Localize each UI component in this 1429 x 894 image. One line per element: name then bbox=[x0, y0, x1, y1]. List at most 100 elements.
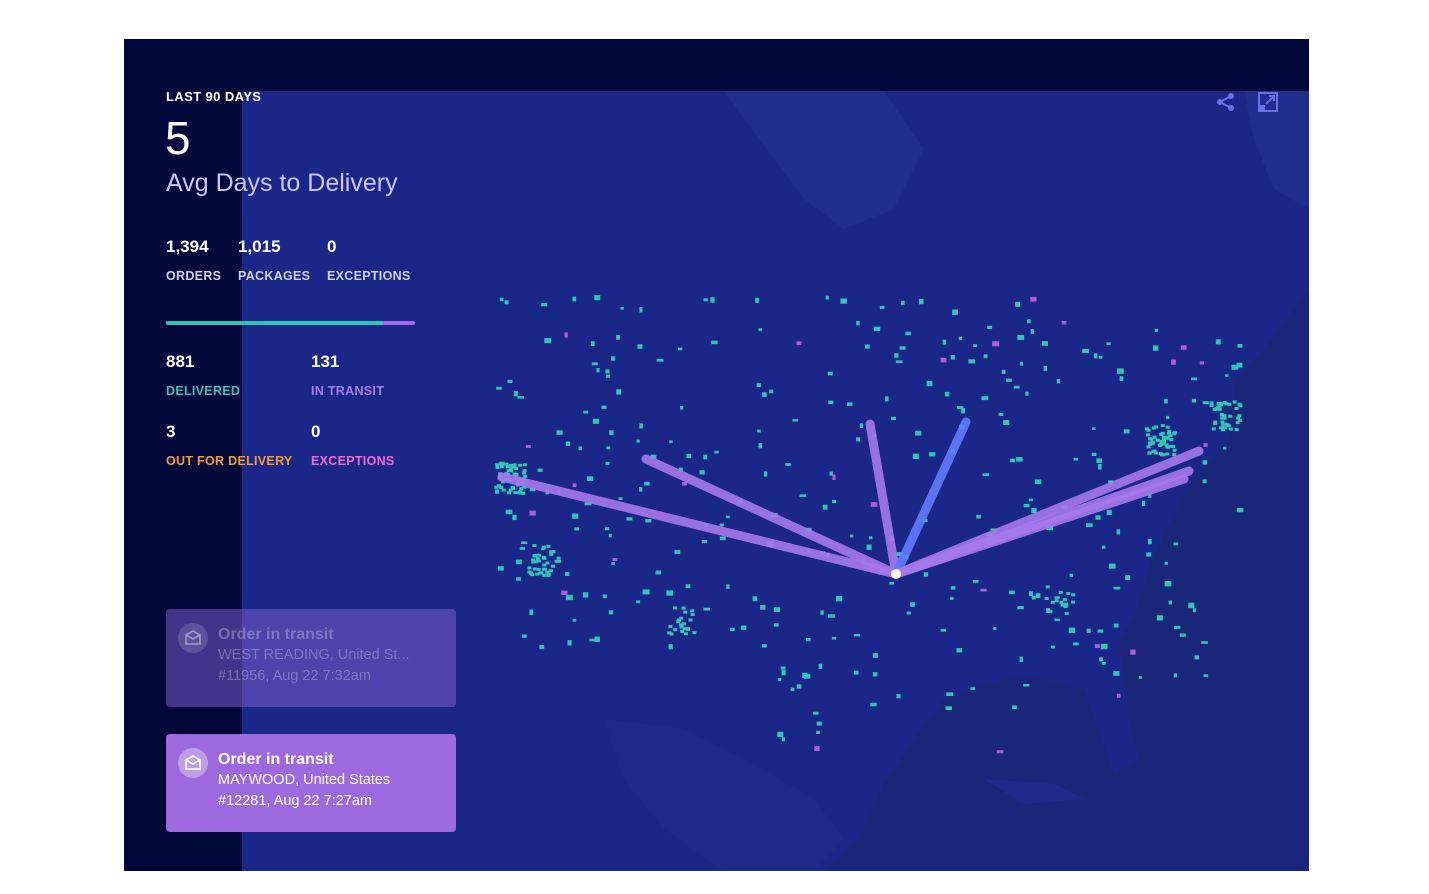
delivery-dot bbox=[928, 452, 936, 457]
delivery-dot bbox=[688, 618, 693, 622]
delivery-dot bbox=[682, 482, 687, 486]
transit-route bbox=[891, 474, 1189, 579]
delivery-dot bbox=[590, 341, 595, 346]
delivery-dot bbox=[535, 557, 540, 561]
delivery-dot bbox=[506, 469, 511, 473]
delivery-dot bbox=[1098, 355, 1103, 359]
delivery-dot bbox=[1146, 552, 1152, 557]
delivery-dot bbox=[1164, 398, 1168, 404]
delivery-dot bbox=[602, 594, 607, 599]
delivery-dot bbox=[840, 298, 847, 304]
delivery-dot bbox=[790, 687, 795, 691]
delivery-dot bbox=[1117, 368, 1124, 374]
transit-route bbox=[497, 472, 901, 579]
delivery-dot bbox=[1148, 492, 1152, 498]
delivery-dot bbox=[958, 336, 963, 341]
share-icon[interactable] bbox=[1215, 91, 1237, 113]
delivery-dot bbox=[683, 610, 688, 614]
delivery-dot bbox=[1064, 602, 1069, 606]
delivery-dot bbox=[829, 471, 833, 476]
expand-icon[interactable] bbox=[1257, 91, 1279, 113]
delivery-dot bbox=[703, 454, 708, 460]
delivery-dot bbox=[536, 553, 541, 557]
notification-location: WEST READING, United St... bbox=[218, 647, 410, 663]
delivery-dot bbox=[1169, 438, 1174, 442]
delivery-dot bbox=[498, 462, 503, 466]
delivery-dot bbox=[546, 574, 551, 577]
delivery-dot bbox=[678, 347, 683, 351]
delivery-dot bbox=[1223, 446, 1227, 450]
delivery-dot bbox=[565, 594, 573, 601]
delivery-dot bbox=[1234, 428, 1239, 432]
delivery-dot bbox=[796, 684, 802, 689]
out-for-delivery-count: 3 bbox=[166, 422, 176, 441]
delivery-dot bbox=[509, 469, 514, 473]
delivery-dot bbox=[1048, 609, 1053, 613]
delivery-progress-bar bbox=[166, 321, 415, 325]
delivery-dot bbox=[872, 653, 879, 658]
delivery-dot bbox=[854, 670, 859, 675]
delivery-dot bbox=[1020, 361, 1024, 366]
delivery-dot bbox=[685, 584, 691, 589]
delivery-dot bbox=[764, 471, 768, 477]
delivery-dot bbox=[1015, 301, 1020, 307]
out-for-delivery-label: OUT FOR DELIVERY bbox=[166, 454, 293, 468]
delivery-dot bbox=[1232, 400, 1237, 404]
delivery-dot bbox=[505, 509, 513, 515]
delivery-dot bbox=[551, 550, 556, 553]
notification-card-faded[interactable]: Order in transit WEST READING, United St… bbox=[166, 609, 456, 707]
delivery-dot bbox=[1030, 328, 1034, 334]
delivery-dot bbox=[816, 721, 822, 726]
delivery-dot bbox=[645, 519, 652, 523]
delivery-dot bbox=[1228, 414, 1233, 418]
delivery-dot bbox=[1113, 671, 1120, 676]
delivery-dot bbox=[1221, 428, 1226, 432]
delivery-dot bbox=[574, 527, 579, 531]
delivery-dot bbox=[679, 616, 684, 620]
delivery-dot bbox=[594, 295, 601, 301]
delivery-dot bbox=[673, 606, 677, 610]
delivery-dot bbox=[517, 396, 525, 399]
delivery-dot bbox=[1224, 402, 1229, 406]
delivery-dot bbox=[856, 320, 860, 326]
delivery-dot bbox=[541, 303, 548, 307]
delivery-dot bbox=[1167, 431, 1171, 435]
delivery-dot bbox=[620, 307, 624, 310]
delivery-dot bbox=[944, 391, 950, 397]
delivery-dot bbox=[1001, 369, 1006, 374]
delivery-dot bbox=[554, 559, 559, 563]
delivery-dot bbox=[584, 502, 592, 506]
delivery-dot bbox=[769, 389, 774, 394]
delivery-dot bbox=[572, 513, 579, 519]
delivery-dot bbox=[1164, 435, 1169, 439]
progress-transit-segment bbox=[382, 321, 415, 325]
dashboard-panel: LAST 90 DAYS 5 Avg Days to Delivery 1,39… bbox=[124, 39, 1309, 871]
delivery-dot bbox=[1225, 374, 1229, 377]
delivery-dot bbox=[806, 638, 811, 642]
delivery-dot bbox=[899, 346, 906, 350]
delivery-dot bbox=[1141, 500, 1146, 506]
delivered-label: DELIVERED bbox=[166, 384, 241, 398]
delivery-dot bbox=[532, 544, 537, 548]
delivery-dot bbox=[1156, 615, 1163, 621]
orders-count: 1,394 bbox=[166, 237, 209, 256]
notification-card-active[interactable]: Order in transit MAYWOOD, United States … bbox=[166, 734, 456, 832]
delivery-dot bbox=[1217, 407, 1222, 411]
delivery-dot bbox=[682, 622, 686, 626]
delivery-dot bbox=[961, 408, 965, 414]
delivery-dot bbox=[509, 467, 514, 471]
shipment-map[interactable] bbox=[124, 39, 1309, 871]
delivery-dot bbox=[1041, 341, 1048, 346]
delivery-dot bbox=[1044, 597, 1049, 600]
delivery-dot bbox=[586, 476, 594, 481]
delivery-dot bbox=[499, 486, 504, 490]
transit-route bbox=[865, 419, 901, 579]
delivery-dot bbox=[1097, 629, 1104, 633]
delivery-dot bbox=[618, 497, 623, 500]
delivery-dot bbox=[1211, 427, 1216, 431]
delivery-dot bbox=[1059, 600, 1064, 604]
delivery-dot bbox=[518, 490, 523, 494]
delivery-dot bbox=[606, 374, 610, 378]
delivery-dot bbox=[1012, 705, 1017, 710]
delivery-dot bbox=[757, 429, 761, 433]
